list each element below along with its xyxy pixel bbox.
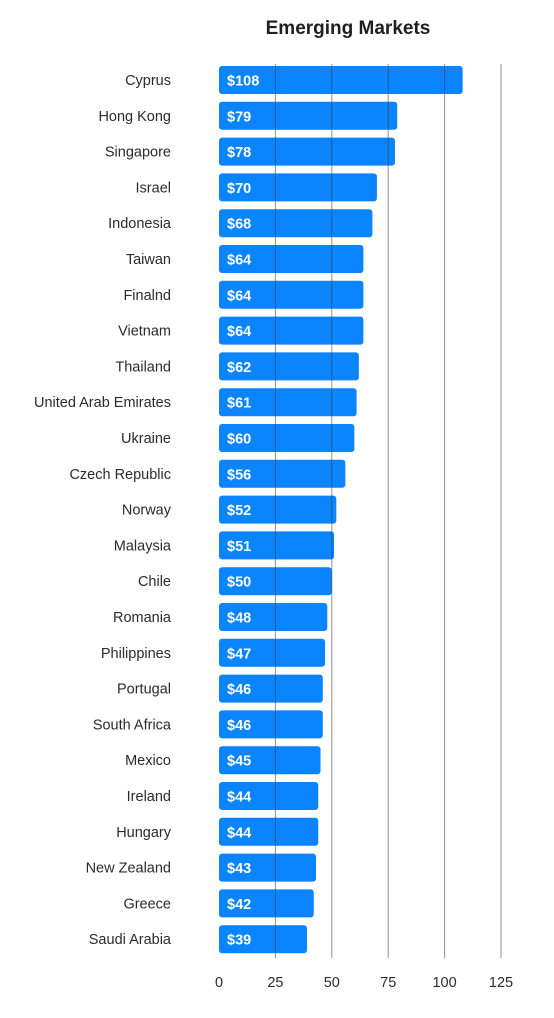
data-label: $46 [227, 682, 251, 698]
data-label: $48 [227, 611, 251, 627]
bar [219, 782, 319, 810]
bar [219, 674, 323, 703]
data-label: $52 [227, 503, 251, 519]
bar [219, 280, 364, 309]
data-label: $50 [227, 575, 251, 591]
category-label: Taiwan [126, 252, 171, 268]
data-label: $78 [227, 145, 251, 161]
category-label: United Arab Emirates [34, 395, 171, 411]
bar [219, 459, 346, 488]
category-label: Thailand [115, 359, 171, 375]
bar [219, 531, 335, 560]
bar [219, 495, 337, 524]
data-label: $39 [227, 933, 251, 949]
x-tick-label: 0 [215, 975, 223, 991]
x-tick-label: 125 [489, 975, 513, 991]
category-label: Mexico [125, 753, 171, 769]
gridlines [274, 64, 502, 958]
category-label: Indonesia [108, 216, 172, 232]
bar [219, 388, 357, 417]
data-label: $62 [227, 360, 251, 376]
data-label: $60 [227, 432, 251, 448]
bar [219, 66, 463, 94]
bar [219, 817, 319, 846]
data-label: $46 [227, 718, 251, 734]
bar [219, 173, 377, 202]
category-label: Ireland [127, 789, 171, 805]
data-label: $51 [227, 539, 251, 555]
bar [219, 746, 321, 775]
data-label: $61 [227, 396, 251, 412]
data-label: $68 [227, 217, 251, 233]
data-label: $70 [227, 181, 251, 197]
category-label: Saudi Arabia [89, 932, 172, 948]
chart-title: Emerging Markets [265, 18, 431, 39]
category-label: South Africa [93, 717, 172, 733]
x-tick-label: 75 [380, 975, 396, 991]
data-label: $64 [227, 253, 251, 269]
category-label: Hungary [116, 825, 172, 841]
data-label: $64 [227, 324, 251, 340]
bar [219, 853, 317, 882]
category-label: New Zealand [86, 861, 171, 877]
data-label: $108 [227, 74, 259, 90]
category-label: Hong Kong [98, 109, 171, 125]
data-label: $45 [227, 754, 251, 770]
x-tick-label: 25 [267, 975, 283, 991]
bar [219, 603, 328, 631]
data-label: $47 [227, 646, 251, 662]
bar [219, 137, 395, 166]
category-label: Finalnd [123, 288, 171, 304]
category-label: Singapore [105, 145, 171, 161]
category-label: Norway [122, 503, 172, 519]
bar [219, 352, 359, 381]
category-label: Ukraine [121, 431, 171, 447]
data-label: $44 [227, 790, 251, 806]
data-label: $64 [227, 288, 251, 304]
category-label: Philippines [101, 646, 171, 662]
bar [219, 710, 323, 739]
bar [219, 209, 373, 238]
bar [219, 638, 326, 667]
category-label: Malaysia [114, 538, 172, 554]
category-label: Romania [113, 610, 172, 626]
category-label: Chile [138, 574, 171, 590]
data-label: $56 [227, 467, 251, 483]
category-label: Portugal [117, 682, 171, 698]
bar [219, 889, 314, 918]
bar [219, 101, 398, 130]
x-tick-label: 100 [432, 975, 456, 991]
bars [219, 66, 463, 954]
data-label: $44 [227, 825, 251, 841]
bar [219, 925, 307, 954]
bar [219, 245, 364, 273]
category-label: Czech Republic [69, 467, 171, 483]
labels: Cyprus $108 Hong Kong $79 Singapore $78 Israel… [34, 73, 513, 991]
data-label: $42 [227, 897, 251, 913]
category-label: Vietnam [118, 324, 171, 340]
category-label: Israel [136, 180, 171, 196]
x-tick-label: 50 [324, 975, 340, 991]
data-label: $43 [227, 861, 251, 877]
data-label: $79 [227, 109, 251, 125]
category-label: Cyprus [125, 73, 171, 89]
category-label: Greece [123, 896, 171, 912]
bar [219, 424, 355, 452]
bar [219, 316, 364, 345]
